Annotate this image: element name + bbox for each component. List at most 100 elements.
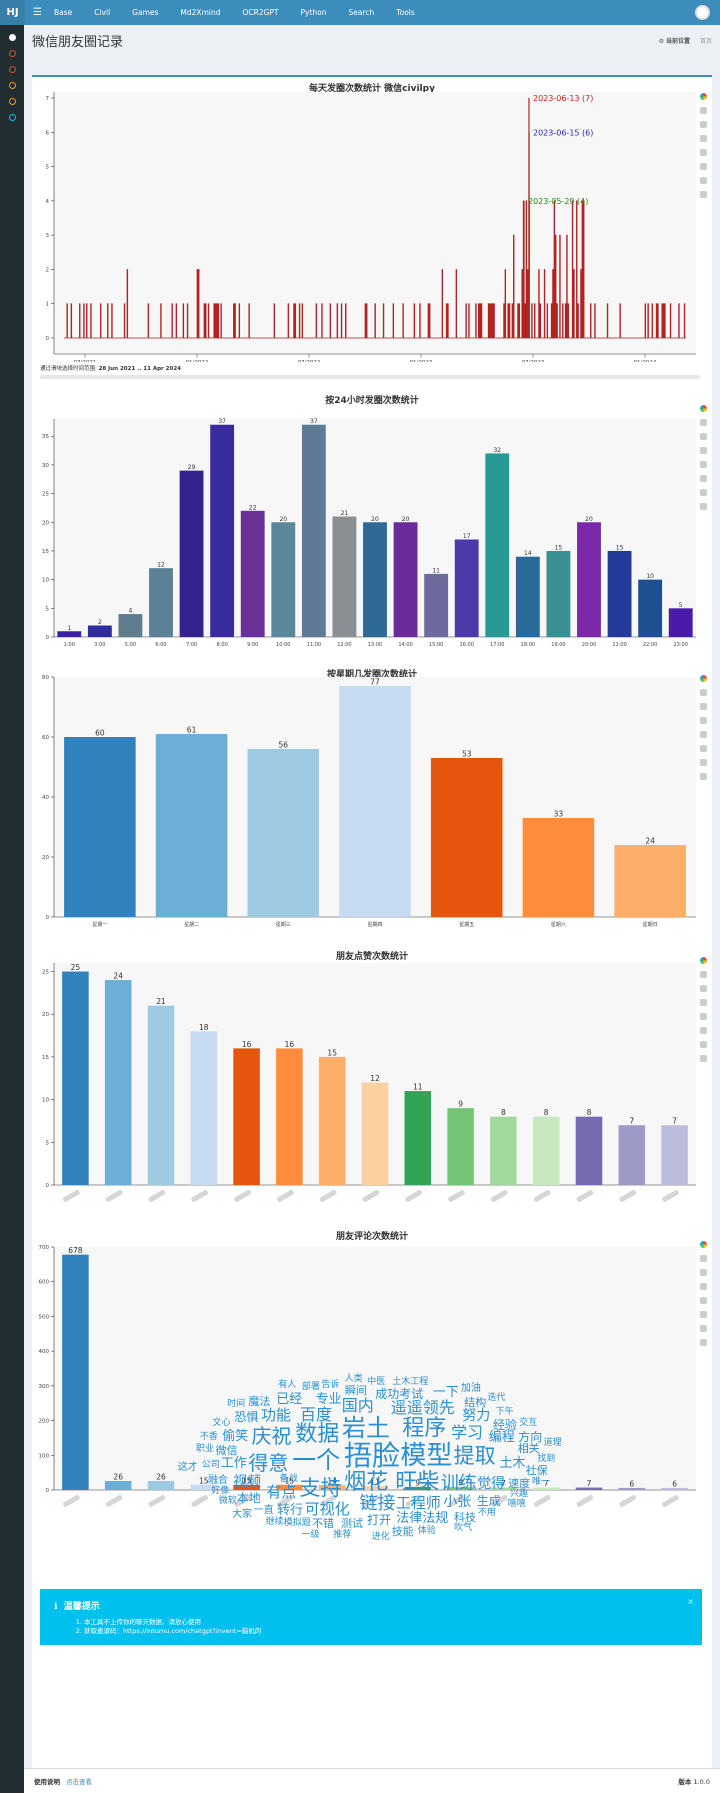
save-icon[interactable] (699, 149, 707, 156)
word-cloud-word: 视频 (233, 1473, 262, 1490)
bokeh-logo-icon[interactable] (699, 675, 707, 682)
hover-icon[interactable] (699, 1339, 707, 1346)
hover-icon[interactable] (699, 1055, 707, 1062)
data-label: 21 (156, 997, 166, 1006)
reset-icon[interactable] (699, 1311, 707, 1318)
gear-icon[interactable] (8, 34, 16, 41)
help-icon[interactable] (699, 1325, 707, 1332)
x-tick-label: 01/2023 (410, 360, 433, 362)
reset-icon[interactable] (699, 163, 707, 170)
daily-post-chart-svg[interactable]: 0 1 2 3 4 5 6 7 07/2021 01/2022 07/2022 01/2023 07/2… (32, 77, 712, 362)
x-tick-label: 17:00 (490, 642, 504, 648)
blurred-name-label (148, 1495, 166, 1507)
bar (104, 1480, 132, 1490)
close-icon[interactable]: × (687, 1597, 694, 1606)
zoom-tool-icon[interactable] (699, 703, 707, 710)
bokeh-logo-icon[interactable] (699, 957, 707, 964)
y-tick-label: 100 (39, 1453, 50, 1459)
box-zoom-icon[interactable] (699, 447, 707, 454)
nav-item-civil[interactable]: Civil (94, 8, 111, 17)
circle-icon[interactable] (8, 66, 16, 73)
hourly-chart: 按24小时发圈次数统计 0 5 10 15 20 25 30 35 1 1:00 2 3:00 4 5:0… (32, 389, 712, 657)
save-icon[interactable] (699, 731, 707, 738)
zoom-tool-icon[interactable] (699, 1269, 707, 1276)
help-icon[interactable] (699, 177, 707, 184)
word-cloud-word: 不用 (477, 1508, 496, 1519)
data-label: 56 (279, 741, 289, 750)
zoom-tool-icon[interactable] (699, 433, 707, 440)
help-icon[interactable] (699, 489, 707, 496)
likes-chart-svg[interactable]: 0 5 10 15 20 25 25 24 21 18 16 16 15 12 11 9 8 8 8 7 7 (32, 949, 712, 1219)
help-icon[interactable] (699, 1041, 707, 1048)
nav-item-base[interactable]: Base (53, 8, 73, 17)
nav-item-tools[interactable]: Tools (396, 8, 415, 17)
date-range-slider[interactable] (40, 375, 700, 379)
circle-icon[interactable] (8, 50, 16, 57)
breadcrumb-home[interactable]: 首页 (699, 37, 712, 45)
word-cloud-word: 速度 (508, 1477, 531, 1491)
bar (618, 1125, 646, 1185)
box-zoom-icon[interactable] (699, 999, 707, 1006)
data-label: 24 (645, 837, 655, 846)
hover-icon[interactable] (699, 503, 707, 510)
save-icon[interactable] (699, 1013, 707, 1020)
bokeh-logo-icon[interactable] (699, 1241, 707, 1248)
word-cloud-word: 得意 (248, 1451, 289, 1475)
bar (575, 1116, 603, 1185)
reset-icon[interactable] (699, 745, 707, 752)
help-link[interactable]: 点击查看 (66, 1778, 92, 1786)
hamburger-icon[interactable]: ☰ (33, 7, 42, 18)
help-icon[interactable] (699, 759, 707, 766)
box-zoom-icon[interactable] (699, 717, 707, 724)
pan-tool-icon[interactable] (699, 419, 707, 426)
nav-item-md2xmind[interactable]: Md2Xmind (180, 8, 221, 17)
reset-icon[interactable] (699, 1027, 707, 1034)
x-tick-label: 星期二 (184, 922, 199, 927)
bokeh-logo-icon[interactable] (699, 405, 707, 412)
nav-item-python[interactable]: Python (300, 8, 327, 17)
zoom-tool-icon[interactable] (699, 985, 707, 992)
hourly-chart-svg[interactable]: 0510152025303511:0023:0045:00126:00297:0… (32, 389, 712, 657)
bar (638, 579, 663, 637)
weekday-chart-svg[interactable]: 0 20 40 60 80 60 星期一 61 星期二 56 星期三 77 星期四 53 星期五 33 星期六 2… (32, 667, 712, 927)
chart-toolbar (698, 93, 708, 205)
circle-icon[interactable] (8, 98, 16, 105)
circle-icon[interactable] (8, 114, 16, 121)
word-cloud-word: 体验 (417, 1526, 436, 1537)
bar (57, 631, 82, 637)
brand-logo[interactable]: HJ (0, 0, 25, 25)
x-tick-label: 星期六 (551, 921, 566, 927)
hover-icon[interactable] (699, 773, 707, 780)
circle-icon[interactable] (8, 82, 16, 89)
save-icon[interactable] (699, 461, 707, 468)
box-zoom-icon[interactable] (699, 135, 707, 142)
zoom-tool-icon[interactable] (699, 121, 707, 128)
word-cloud-word: 捂脸 (344, 1439, 401, 1473)
bokeh-logo-icon[interactable] (699, 93, 707, 100)
box-zoom-icon[interactable] (699, 1283, 707, 1290)
reset-icon[interactable] (699, 475, 707, 482)
bar (447, 1108, 474, 1185)
nav-item-ocr2gpt[interactable]: OCR2GPT (242, 8, 279, 17)
hover-icon[interactable] (699, 191, 707, 198)
save-icon[interactable] (699, 1297, 707, 1304)
word-cloud-word: 下午 (495, 1406, 514, 1417)
word-cloud-word: 法律法规 (396, 1510, 449, 1526)
pan-tool-icon[interactable] (699, 971, 707, 978)
nav-item-search[interactable]: Search (348, 8, 375, 17)
user-avatar-icon[interactable] (695, 5, 710, 20)
data-label: 15 (285, 1476, 295, 1485)
breadcrumb-current[interactable]: ⚙ 当前位置 (658, 37, 691, 45)
alert-item[interactable]: 获取邀请码：https://intumu.com/chatgpt?invent=… (84, 1627, 688, 1636)
blurred-name-label (533, 1495, 551, 1507)
pan-tool-icon[interactable] (699, 107, 707, 114)
likes-chart: 朋友点赞次数统计 0 5 10 15 20 25 25 24 21 18 16 16 15 12 11 9 8 8… (32, 949, 712, 1219)
nav-item-games[interactable]: Games (132, 8, 159, 17)
blurred-name-label (662, 1190, 679, 1202)
data-label: 21 (341, 510, 349, 517)
pan-tool-icon[interactable] (699, 689, 707, 696)
x-tick-label: 12:00 (337, 642, 351, 648)
pan-tool-icon[interactable] (699, 1255, 707, 1262)
blurred-name-label (234, 1495, 251, 1507)
